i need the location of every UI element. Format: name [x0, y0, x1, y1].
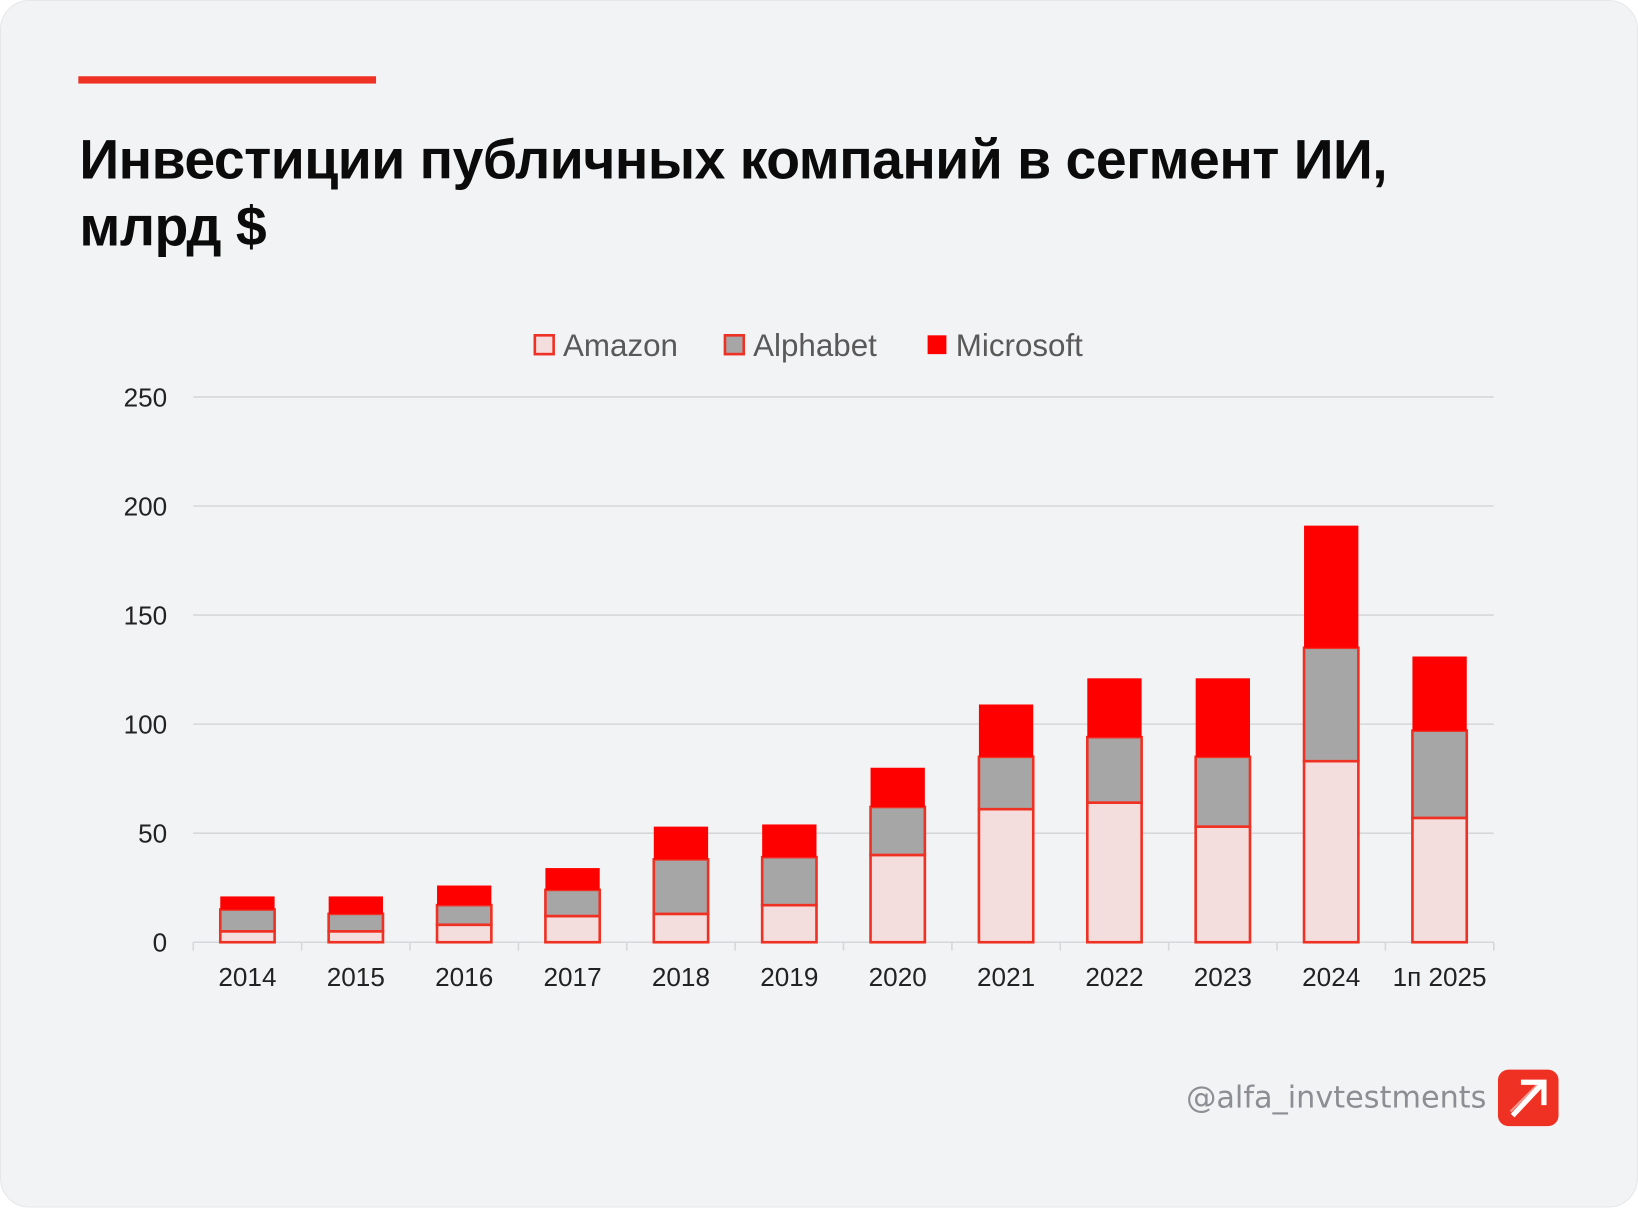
bar-segment-microsoft [545, 868, 600, 890]
y-tick-label: 0 [153, 928, 168, 958]
bar-segment-microsoft [437, 885, 492, 906]
alfa-logo-icon [1497, 1069, 1559, 1127]
bar-segment-alphabet [869, 805, 927, 857]
x-tick-label: 2016 [435, 962, 493, 992]
y-tick-label: 150 [124, 600, 168, 630]
bar-segment-amazon [544, 914, 602, 944]
chart-title: Инвестиции публичных компаний в сегмент … [79, 129, 1388, 259]
bar-segment-amazon [327, 930, 385, 944]
bar-segment-alphabet [1302, 646, 1360, 763]
bar-segment-microsoft [653, 826, 709, 860]
x-tick-label: 2020 [869, 962, 927, 992]
x-tick-label: 2022 [1085, 962, 1143, 992]
bar-segment-microsoft [978, 704, 1034, 757]
bar-segment-microsoft [1412, 656, 1467, 731]
bar-segment-alphabet [760, 855, 818, 907]
bar-segment-microsoft [1195, 678, 1250, 757]
y-tick-label: 100 [124, 710, 168, 740]
y-tick-label: 50 [138, 819, 167, 849]
bar-segment-amazon [1085, 801, 1143, 944]
watermark-handle: @alfa_invtestments [1186, 1079, 1487, 1115]
x-tick-label: 2017 [544, 962, 602, 992]
legend-swatch-alphabet [723, 334, 746, 356]
x-tick-label: 2015 [327, 962, 385, 992]
accent-bar [78, 76, 377, 84]
legend-label: Alphabet [753, 328, 877, 363]
x-tick-label: 2021 [977, 962, 1035, 992]
bar-segment-alphabet [327, 912, 385, 933]
legend-swatch-amazon [533, 334, 555, 356]
bar-segment-amazon [1302, 759, 1360, 944]
stacked-bar-chart: 0 50 100 150 200 250 2014 2015 2016 2017 2018 2019 2… [124, 328, 1495, 992]
x-tick-label: 2014 [218, 962, 276, 992]
bar-segment-microsoft [328, 896, 383, 914]
bar-segment-alphabet [1194, 755, 1252, 828]
bar-segment-amazon [652, 912, 710, 944]
bar-segment-microsoft [1087, 678, 1142, 738]
x-tick-label: 2019 [760, 962, 818, 992]
bar-segment-amazon [1194, 825, 1252, 944]
legend-label: Microsoft [956, 328, 1083, 363]
bar-segment-alphabet [435, 903, 493, 927]
x-tick-label: 2024 [1302, 962, 1360, 992]
bar-segment-amazon [977, 807, 1035, 944]
bar-segment-amazon [869, 853, 927, 944]
bar-segment-amazon [435, 923, 493, 944]
bar-segment-amazon [218, 930, 276, 944]
bar-segment-microsoft [220, 896, 275, 910]
bar-segment-amazon [760, 903, 818, 944]
x-tick-label: 2018 [652, 962, 710, 992]
y-tick-label: 200 [124, 491, 168, 521]
legend-swatch-microsoft [927, 335, 947, 355]
bar-segment-microsoft [762, 824, 817, 858]
bar-segment-microsoft [870, 767, 925, 807]
y-tick-label: 250 [124, 382, 168, 412]
bar-segment-alphabet [218, 908, 276, 933]
legend-label: Amazon [563, 328, 678, 363]
bar-segment-alphabet [544, 888, 602, 918]
bar-segment-alphabet [1085, 735, 1143, 804]
bar-segment-amazon [1411, 816, 1469, 944]
x-tick-label: 1п 2025 [1393, 962, 1487, 992]
bar-segment-alphabet [652, 858, 710, 916]
bar-segment-microsoft [1304, 525, 1359, 648]
bar-segment-alphabet [1411, 729, 1469, 820]
x-tick-label: 2023 [1194, 962, 1252, 992]
bar-segment-alphabet [977, 755, 1035, 811]
